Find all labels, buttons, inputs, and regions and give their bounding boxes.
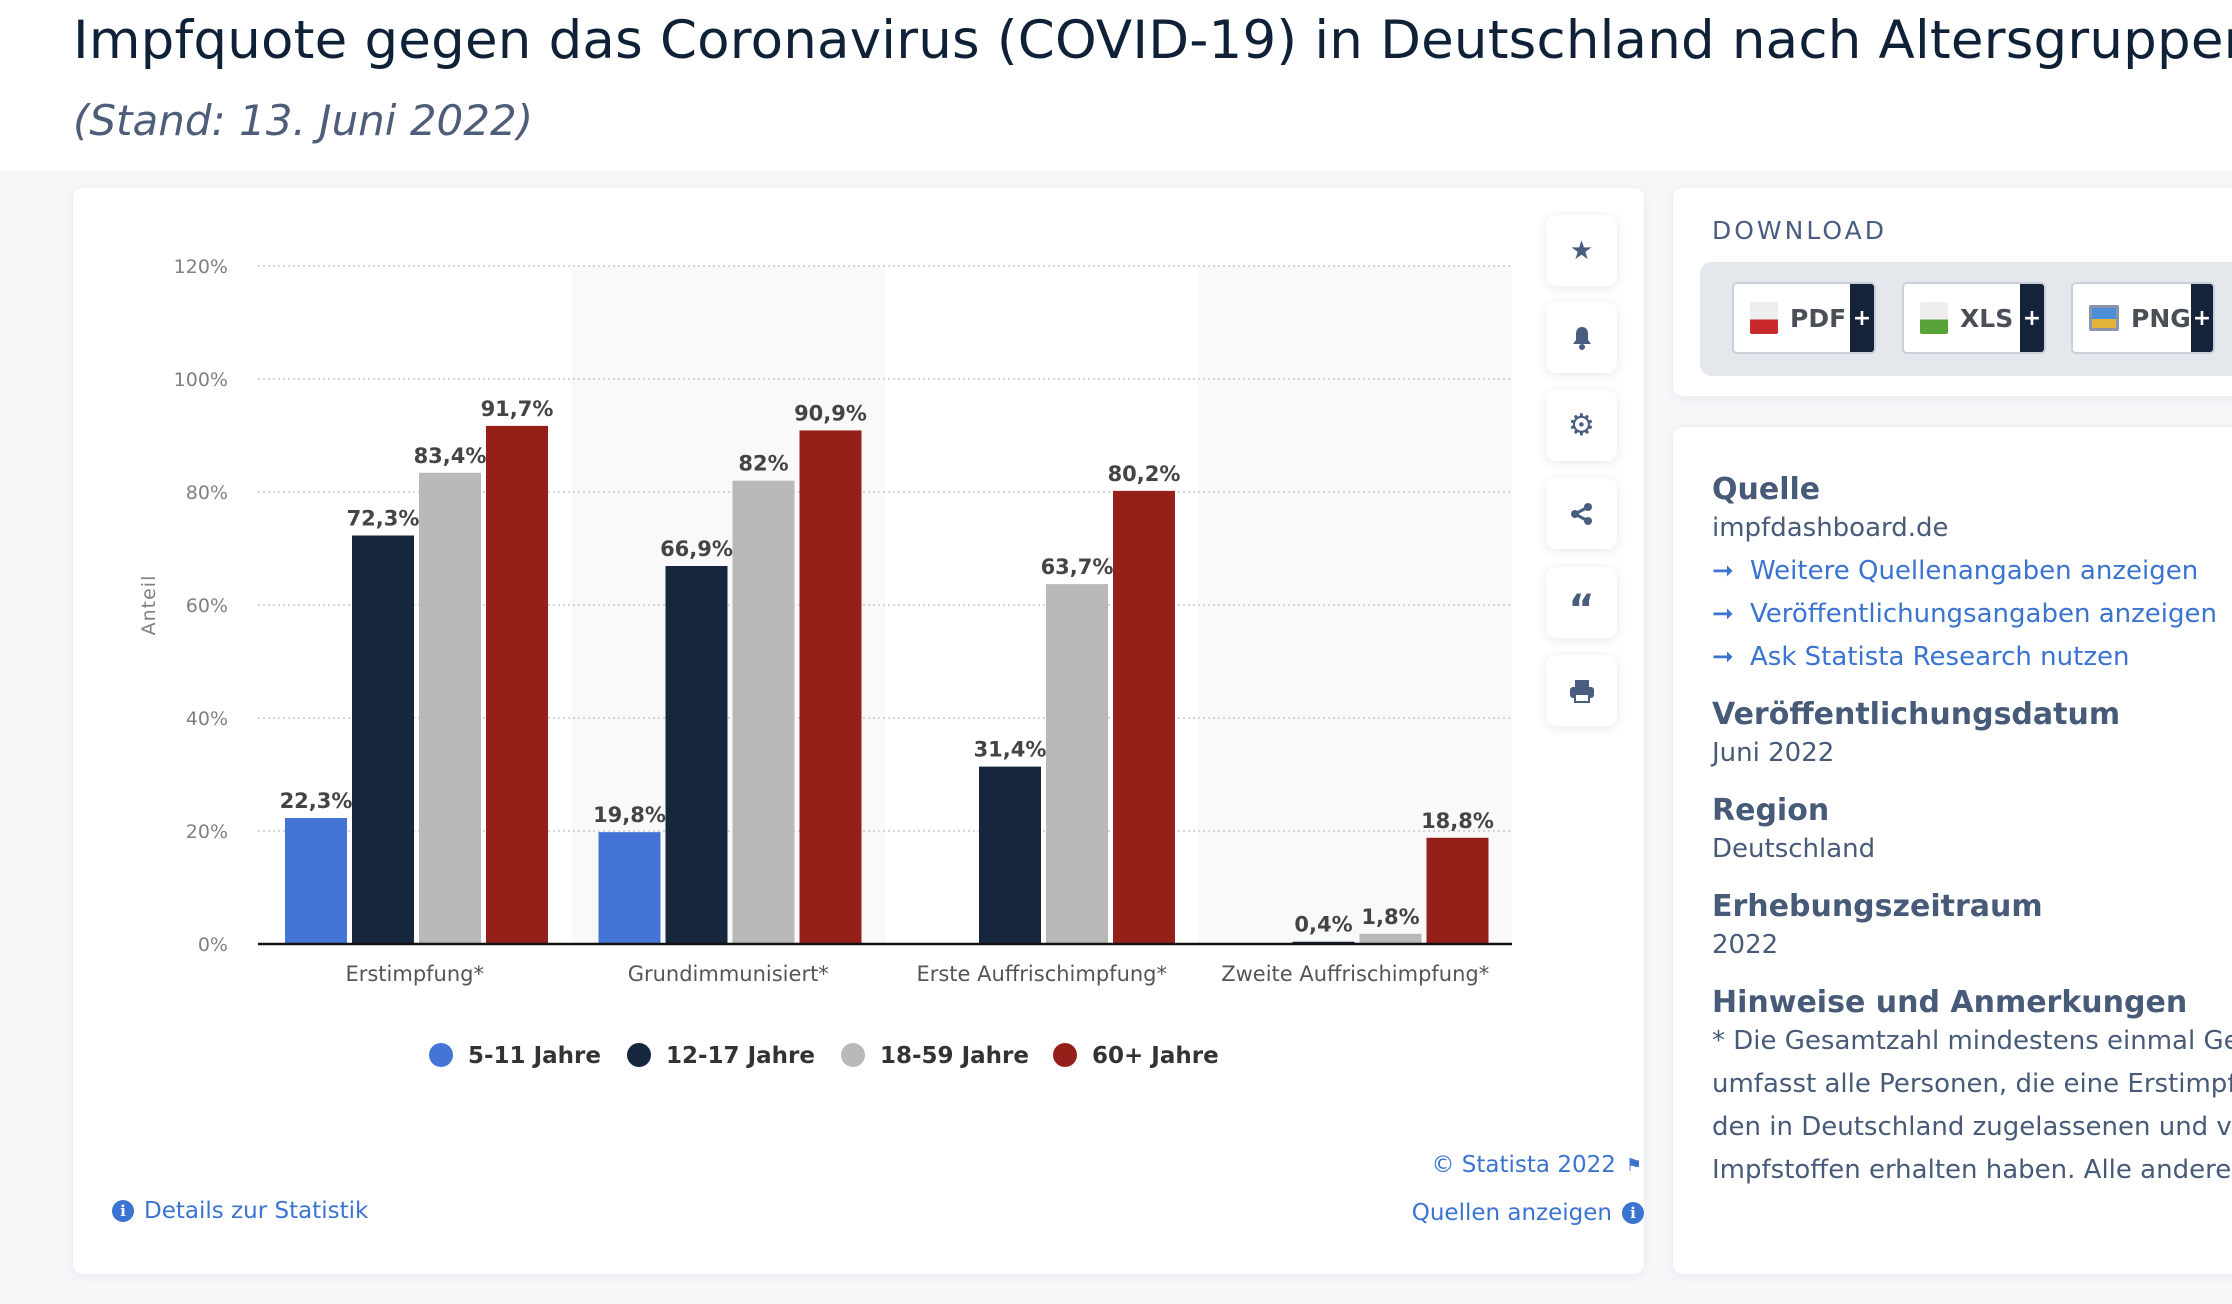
legend-marker	[841, 1043, 865, 1067]
bar	[598, 832, 661, 944]
star-icon: ★	[1569, 235, 1594, 266]
share-button[interactable]	[1546, 478, 1617, 549]
source-heading: Quelle	[1712, 472, 1821, 507]
download-pdf-button[interactable]: PDF +	[1732, 282, 1876, 354]
more-sources-link[interactable]: ➞ Weitere Quellenangaben anzeigen	[1712, 550, 2232, 593]
bar	[665, 566, 728, 944]
x-tick-label: Zweite Auffrischimpfung*	[1221, 962, 1489, 986]
arrow-right-icon: ➞	[1712, 599, 1734, 629]
plus-icon[interactable]: +	[2020, 284, 2044, 352]
notification-button[interactable]	[1546, 302, 1617, 373]
y-tick-label: 100%	[174, 369, 228, 391]
bar	[285, 818, 347, 944]
bell-icon	[1572, 326, 1591, 350]
source-value: impfdashboard.de	[1712, 513, 1949, 543]
page-subtitle: (Stand: 13. Juni 2022)	[73, 96, 534, 145]
ask-research-link[interactable]: ➞ Ask Statista Research nutzen	[1712, 636, 2232, 679]
data-label: 1,8%	[1361, 905, 1419, 929]
data-label: 90,9%	[794, 401, 867, 425]
data-label: 83,4%	[414, 444, 487, 468]
survey-period-value: 2022	[1712, 930, 1779, 960]
notes-text: * Die Gesamtzahl mindestens einmal Geimp…	[1712, 1026, 2232, 1185]
print-button[interactable]	[1546, 655, 1617, 726]
data-label: 22,3%	[280, 789, 353, 813]
y-tick-label: 60%	[186, 595, 228, 617]
arrow-right-icon: ➞	[1712, 556, 1734, 586]
image-file-icon	[2089, 305, 2120, 331]
data-label: 80,2%	[1108, 462, 1181, 486]
data-label: 82%	[738, 452, 788, 476]
bar	[1359, 933, 1422, 944]
arrow-right-icon: ➞	[1712, 642, 1734, 672]
details-link[interactable]: i Details zur Statistik	[112, 1198, 368, 1224]
print-icon	[1569, 679, 1594, 703]
legend-label: 5-11 Jahre	[468, 1043, 601, 1069]
legend-label: 18-59 Jahre	[880, 1043, 1029, 1069]
pdf-file-icon	[1750, 302, 1778, 334]
data-label: 63,7%	[1041, 555, 1114, 579]
legend-label: 12-17 Jahre	[666, 1043, 815, 1069]
header: Impfquote gegen das Coronavirus (COVID-1…	[0, 0, 2232, 170]
download-heading: DOWNLOAD	[1712, 216, 1887, 245]
chart-card: 0% 20% 40% 60% 80% 100% 120% Anteil 22,3% 72,3% 83…	[73, 188, 1644, 1274]
y-tick-label: 120%	[174, 256, 228, 278]
bar	[1113, 490, 1175, 944]
data-label: 0,4%	[1294, 913, 1352, 937]
quote-icon: “	[1568, 586, 1595, 633]
bar	[1046, 584, 1108, 944]
info-icon: i	[112, 1200, 134, 1222]
legend-marker	[627, 1043, 651, 1067]
gear-icon: ⚙	[1568, 408, 1595, 443]
x-tick-label: Erste Auffrischimpfung*	[916, 962, 1167, 986]
legend-marker	[1053, 1043, 1077, 1067]
legend-label: 60+ Jahre	[1092, 1043, 1219, 1069]
data-label: 19,8%	[593, 803, 666, 827]
download-card: DOWNLOAD PDF + XLS + PNG +	[1673, 188, 2232, 396]
download-xls-button[interactable]: XLS +	[1902, 282, 2046, 354]
publication-info-link[interactable]: ➞ Veröffentlichungsangaben anzeigen	[1712, 593, 2232, 636]
page-title: Impfquote gegen das Coronavirus (COVID-1…	[73, 10, 2232, 71]
y-tick-label: 80%	[186, 482, 228, 504]
region-value: Deutschland	[1712, 834, 1876, 864]
data-label: 91,7%	[481, 397, 554, 421]
y-tick-label: 20%	[186, 821, 228, 843]
bar-chart: 0% 20% 40% 60% 80% 100% 120% Anteil 22,3% 72,3% 83…	[138, 256, 1512, 1069]
data-label: 18,8%	[1421, 809, 1494, 833]
x-tick-label: Grundimmunisiert*	[628, 962, 829, 986]
data-label: 66,9%	[660, 537, 733, 561]
xls-file-icon	[1920, 302, 1948, 334]
publication-date-value: Juni 2022	[1712, 738, 1835, 768]
copyright-link[interactable]: © Statista 2022 ⚑	[1431, 1152, 1642, 1178]
favorite-button[interactable]: ★	[1546, 215, 1617, 286]
y-tick-label: 40%	[186, 708, 228, 730]
region-heading: Region	[1712, 793, 1830, 828]
plus-icon[interactable]: +	[2190, 284, 2213, 352]
bar	[799, 430, 862, 944]
bar	[1426, 837, 1489, 944]
data-label: 72,3%	[347, 507, 420, 531]
bar	[419, 472, 481, 944]
bar	[352, 535, 414, 944]
cite-button[interactable]: “	[1546, 567, 1617, 638]
download-png-button[interactable]: PNG +	[2071, 282, 2215, 354]
data-label: 31,4%	[974, 738, 1047, 762]
download-buttons: PDF + XLS + PNG +	[1700, 262, 2232, 376]
bar	[732, 480, 795, 944]
publication-date-heading: Veröffentlichungsdatum	[1712, 697, 2121, 732]
info-icon: i	[1622, 1202, 1644, 1224]
flag-icon: ⚑	[1625, 1154, 1642, 1176]
plus-icon[interactable]: +	[1850, 284, 1874, 352]
y-tick-label: 0%	[198, 934, 228, 956]
survey-period-heading: Erhebungszeitraum	[1712, 889, 2043, 924]
settings-button[interactable]: ⚙	[1546, 390, 1617, 461]
x-tick-label: Erstimpfung*	[345, 962, 484, 986]
bar	[979, 766, 1041, 944]
bar	[486, 425, 548, 944]
y-axis-label: Anteil	[138, 575, 160, 636]
notes-heading: Hinweise und Anmerkungen	[1712, 985, 2188, 1020]
info-card: Quelle impfdashboard.de ➞ Weitere Quellen…	[1673, 427, 2232, 1274]
share-icon	[1570, 502, 1592, 525]
sources-link[interactable]: Quellen anzeigen i	[1412, 1200, 1644, 1226]
legend-marker	[429, 1043, 453, 1067]
